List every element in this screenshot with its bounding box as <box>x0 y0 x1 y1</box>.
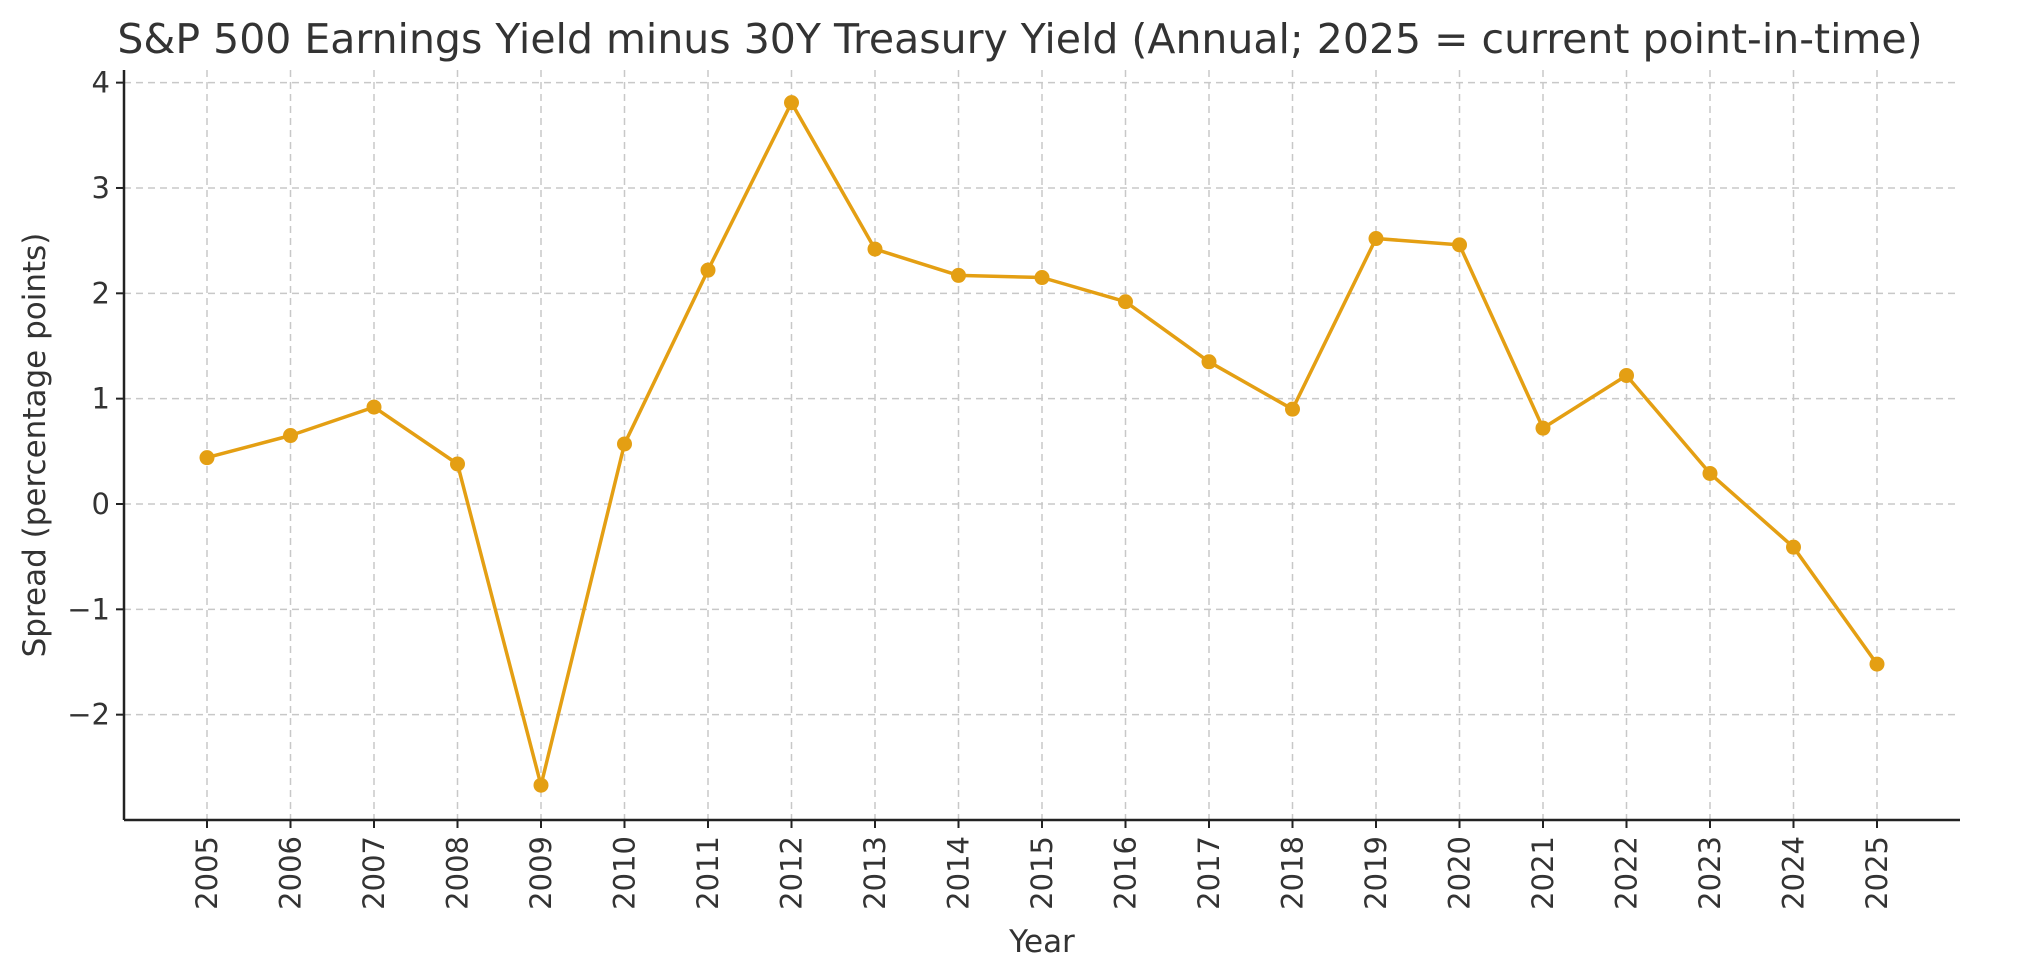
grid <box>124 70 1960 820</box>
plot-area <box>199 95 1885 793</box>
x-tick-label: 2011 <box>691 836 725 910</box>
x-tick-label: 2015 <box>1025 836 1059 910</box>
x-tick-label: 2020 <box>1443 836 1477 910</box>
data-point-2017 <box>1201 354 1217 370</box>
data-point-2010 <box>617 436 632 452</box>
y-axis-label: Spread (percentage points) <box>17 233 53 658</box>
chart-title: S&P 500 Earnings Yield minus 30Y Treasur… <box>117 15 1922 63</box>
x-tick-label: 2014 <box>942 836 976 910</box>
x-tick-label: 2019 <box>1359 836 1393 910</box>
x-tick-label: 2009 <box>524 836 558 910</box>
data-point-2020 <box>1452 237 1467 253</box>
data-point-2024 <box>1786 539 1801 555</box>
data-point-2014 <box>951 267 966 283</box>
y-tick-label: −2 <box>67 698 110 732</box>
x-tick-label: 2022 <box>1610 836 1644 910</box>
x-axis-ticks: 2005 2006 2007 2008 2009 2010 2011 2012 2013 2014… <box>190 820 1894 910</box>
data-point-2019 <box>1368 231 1384 247</box>
x-tick-label: 2024 <box>1777 836 1811 910</box>
data-point-2018 <box>1285 401 1300 417</box>
data-point-2007 <box>366 399 382 415</box>
x-axis-label: Year <box>1008 924 1075 960</box>
x-tick-label: 2023 <box>1693 836 1727 910</box>
x-tick-label: 2010 <box>608 836 642 910</box>
data-point-2011 <box>700 262 716 278</box>
data-point-2006 <box>283 428 298 444</box>
y-tick-label: 0 <box>92 487 110 521</box>
x-tick-label: 2016 <box>1109 836 1143 910</box>
x-tick-label: 2007 <box>357 836 391 910</box>
data-point-2016 <box>1118 294 1133 310</box>
data-point-2022 <box>1619 367 1634 383</box>
data-point-2008 <box>450 456 465 472</box>
data-point-2005 <box>199 450 215 466</box>
data-point-2023 <box>1702 465 1718 481</box>
y-tick-label: 1 <box>92 382 110 416</box>
x-tick-label: 2017 <box>1192 836 1226 910</box>
y-tick-label: 4 <box>92 66 110 100</box>
data-point-2025 <box>1869 656 1885 672</box>
y-axis-ticks: −2 −1 0 1 2 3 4 <box>67 66 124 732</box>
data-point-2009 <box>533 777 549 793</box>
x-tick-label: 2012 <box>775 836 809 910</box>
y-tick-label: −1 <box>67 592 110 626</box>
data-point-2012 <box>784 95 799 111</box>
x-tick-label: 2021 <box>1526 836 1560 910</box>
x-tick-label: 2018 <box>1276 836 1310 910</box>
x-tick-label: 2013 <box>858 836 892 910</box>
y-tick-label: 3 <box>92 171 110 205</box>
data-point-2021 <box>1535 420 1551 436</box>
x-tick-label: 2025 <box>1860 836 1894 910</box>
data-point-2013 <box>867 241 883 257</box>
y-tick-label: 2 <box>92 276 110 310</box>
x-tick-label: 2006 <box>274 836 308 910</box>
data-point-2015 <box>1034 270 1050 286</box>
x-tick-label: 2005 <box>190 836 224 910</box>
x-tick-label: 2008 <box>441 836 475 910</box>
